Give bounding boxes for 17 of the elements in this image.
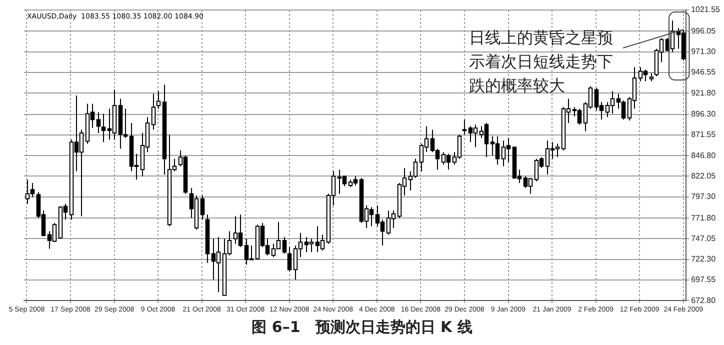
y-tick-label: 722.30	[691, 254, 716, 264]
y-tick-label: 971.30	[691, 47, 716, 56]
y-tick-label: 822.05	[691, 171, 716, 180]
y-tick-label: 797.30	[691, 192, 716, 202]
y-tick-label: 996.05	[691, 26, 716, 36]
annotation: 日线上的黄昏之星预示着次日短线走势下跌的概率较大	[469, 27, 614, 97]
y-tick-label: 697.55	[691, 275, 716, 284]
y-tick-label: 672.80	[691, 296, 716, 305]
y-tick-label: 747.05	[691, 234, 716, 243]
y-tick-label: 871.55	[691, 130, 716, 140]
y-tick-label: 1021.55	[691, 5, 721, 14]
caption: 图 6–1 预测次日走势的日 K 线	[250, 318, 474, 337]
y-tick-label: 896.30	[691, 110, 716, 119]
y-tick-label: 946.55	[691, 68, 716, 77]
y-tick-label: 846.80	[691, 150, 716, 160]
y-tick-label: 771.80	[691, 213, 716, 222]
y-tick-label: 921.80	[691, 88, 716, 98]
